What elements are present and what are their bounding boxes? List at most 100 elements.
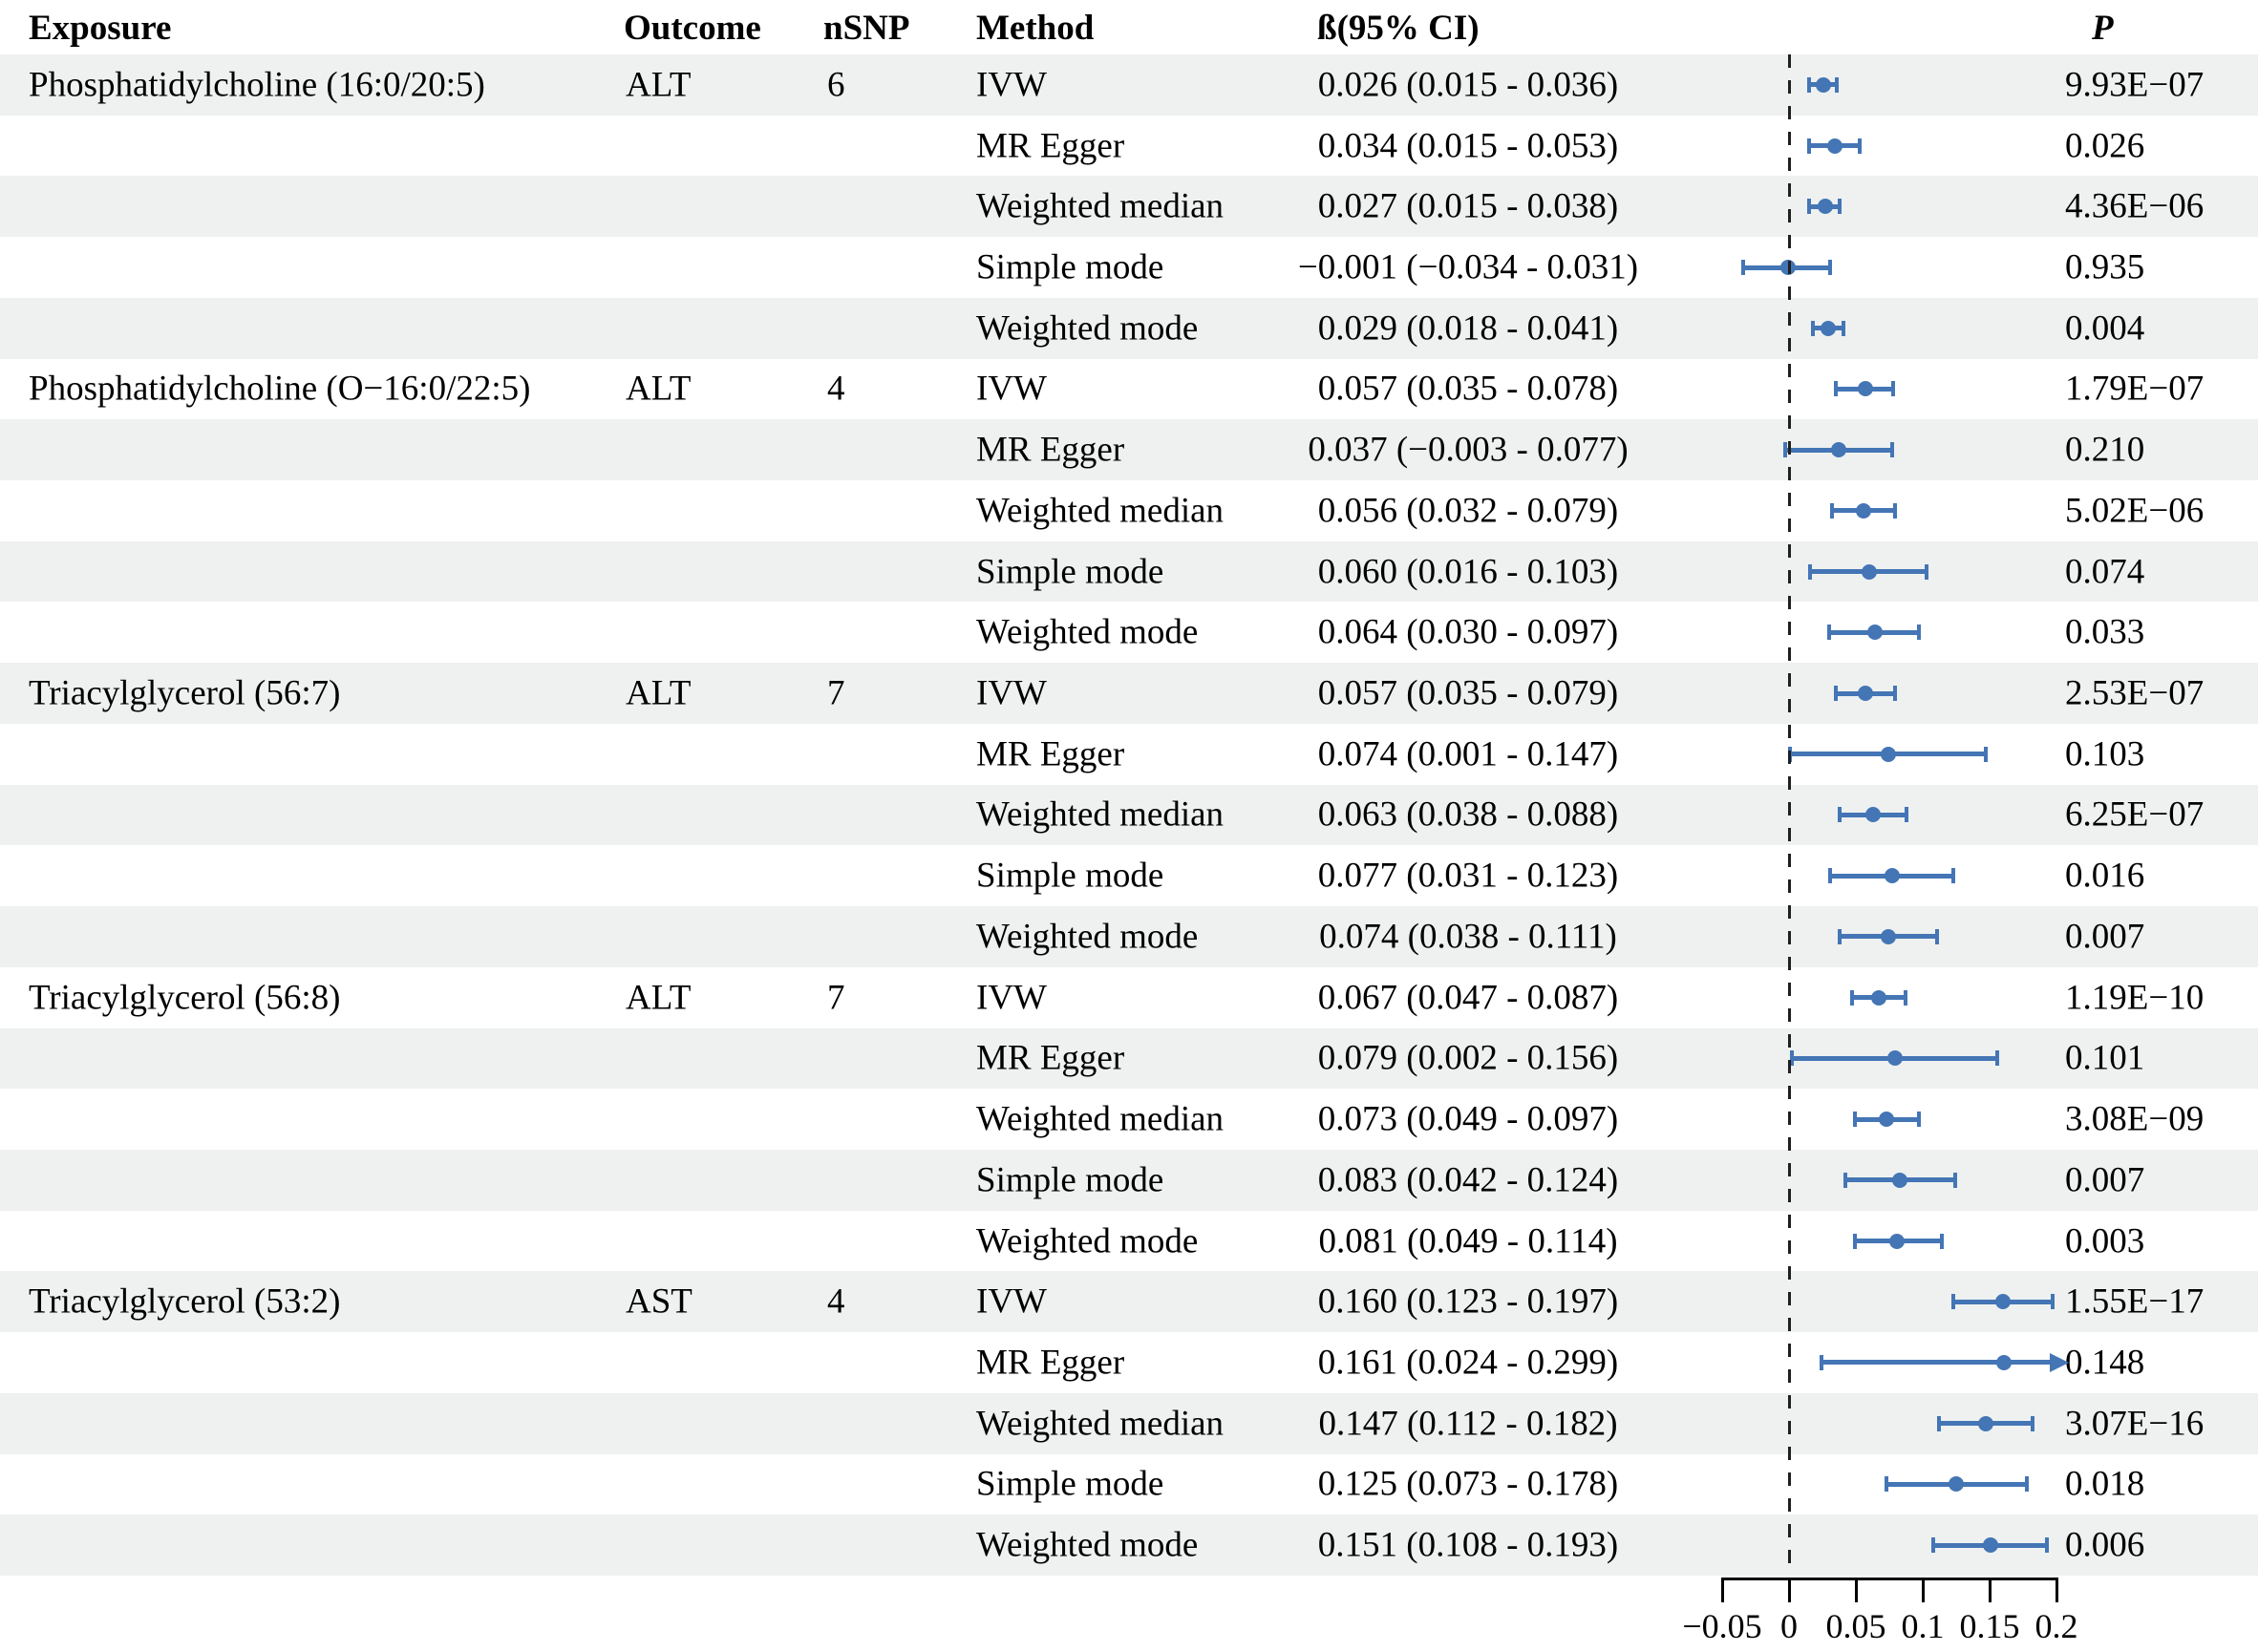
col-header-outcome: Outcome [624, 9, 761, 48]
point-estimate-dot [1879, 1112, 1895, 1128]
col-header-method: Method [976, 9, 1095, 48]
table-row: MR Egger 0.079 (0.002 - 0.156) 0.101 [0, 1027, 2258, 1090]
col-header-beta-ci: ß(95% CI) [1317, 9, 1480, 48]
point-estimate-dot [1977, 1415, 1993, 1431]
method-cell: Weighted median [976, 1099, 1225, 1139]
method-cell: IVW [976, 369, 1047, 409]
point-estimate-dot [1866, 625, 1883, 641]
method-cell: MR Egger [976, 734, 1125, 774]
p-value-cell: 0.148 [2065, 1343, 2145, 1383]
method-cell: IVW [976, 65, 1047, 105]
ci-upper-cap [1892, 686, 1897, 702]
p-value-cell: 3.07E−16 [2065, 1404, 2205, 1444]
p-value-cell: 0.033 [2065, 612, 2145, 652]
x-axis-line [1720, 1578, 2058, 1580]
beta-ci-cell: 0.073 (0.049 - 0.097) [1317, 1099, 1619, 1139]
p-value-cell: 6.25E−07 [2065, 794, 2205, 835]
beta-ci-cell: 0.079 (0.002 - 0.156) [1317, 1038, 1619, 1078]
x-axis-tick-label: 0.1 [1901, 1607, 1945, 1645]
ci-upper-cap [1903, 989, 1907, 1006]
beta-ci-cell: 0.161 (0.024 - 0.299) [1317, 1343, 1619, 1383]
point-estimate-dot [1826, 138, 1843, 154]
nsnp-cell: 6 [827, 65, 845, 105]
ci-lower-cap [1849, 989, 1854, 1006]
method-cell: Simple mode [976, 552, 1164, 592]
method-cell: Weighted median [976, 186, 1225, 226]
p-value-cell: 0.074 [2065, 552, 2145, 592]
p-value-cell: 0.007 [2065, 1160, 2145, 1200]
p-value-cell: 1.55E−17 [2065, 1281, 2205, 1322]
x-axis-tick [2055, 1578, 2058, 1602]
outcome-cell: ALT [626, 369, 692, 409]
ci-upper-cap [1905, 807, 1909, 823]
beta-ci-cell: 0.074 (0.001 - 0.147) [1317, 734, 1619, 774]
x-axis-tick [1988, 1578, 1992, 1602]
ci-upper-cap [2030, 1415, 2034, 1431]
method-cell: Simple mode [976, 1160, 1164, 1200]
point-estimate-dot [1817, 199, 1833, 215]
p-value-cell: 9.93E−07 [2065, 65, 2205, 105]
p-value-cell: 5.02E−06 [2065, 491, 2205, 531]
ci-upper-cap [2050, 1294, 2055, 1310]
p-value-cell: 0.004 [2065, 308, 2145, 349]
ci-upper-cap [1995, 1050, 2000, 1067]
beta-ci-cell: 0.064 (0.030 - 0.097) [1317, 612, 1619, 652]
beta-ci-cell: 0.056 (0.032 - 0.079) [1317, 491, 1619, 531]
method-cell: Weighted mode [976, 917, 1199, 957]
beta-ci-cell: 0.027 (0.015 - 0.038) [1317, 186, 1619, 226]
p-value-cell: 2.53E−07 [2065, 673, 2205, 713]
ci-upper-cap [1952, 1172, 1957, 1188]
point-estimate-dot [1880, 928, 1896, 944]
ci-lower-cap [1951, 1294, 1956, 1310]
ci-lower-cap [1931, 1537, 1936, 1554]
ci-lower-cap [1828, 868, 1833, 884]
point-estimate-dot [1862, 563, 1877, 580]
ci-clipped-arrow-icon [2050, 1352, 2069, 1372]
table-row: Phosphatidylcholine (O−16:0/22:5) ALT 4 IVW… [0, 359, 2258, 420]
exposure-cell: Phosphatidylcholine (O−16:0/22:5) [29, 369, 531, 409]
x-axis-tick-label: 0 [1780, 1607, 1798, 1645]
p-value-cell: 0.103 [2065, 734, 2145, 774]
p-value-cell: 0.101 [2065, 1038, 2145, 1078]
ci-lower-cap [1834, 381, 1838, 397]
exposure-cell: Triacylglycerol (56:8) [29, 978, 341, 1018]
outcome-cell: ALT [626, 673, 692, 713]
ci-lower-cap [1807, 138, 1811, 154]
p-value-cell: 4.36E−06 [2065, 186, 2205, 226]
ci-lower-cap [1827, 625, 1831, 641]
ci-upper-cap [1891, 381, 1896, 397]
x-axis-tick [1720, 1578, 1724, 1602]
point-estimate-dot [1830, 442, 1846, 458]
p-value-cell: 0.026 [2065, 126, 2145, 166]
method-cell: MR Egger [976, 430, 1125, 470]
method-cell: Weighted mode [976, 1525, 1199, 1565]
beta-ci-cell: 0.063 (0.038 - 0.088) [1317, 794, 1619, 835]
ci-upper-cap [1916, 625, 1921, 641]
ci-lower-cap [1852, 1112, 1857, 1128]
ci-lower-cap [1807, 76, 1811, 93]
ci-upper-cap [1842, 320, 1846, 336]
method-cell: Weighted mode [976, 612, 1199, 652]
table-row: Weighted mode 0.081 (0.049 - 0.114) 0.003 [0, 1211, 2258, 1272]
point-estimate-dot [1857, 686, 1873, 702]
table-row: Weighted mode 0.074 (0.038 - 0.111) 0.007 [0, 906, 2258, 967]
table-row: Simple mode 0.060 (0.016 - 0.103) 0.074 [0, 540, 2258, 603]
table-row: Weighted median 0.073 (0.049 - 0.097) 3.08… [0, 1089, 2258, 1150]
ci-upper-cap [2045, 1537, 2050, 1554]
col-header-p-value: P [2092, 9, 2114, 48]
point-estimate-dot [1995, 1294, 2011, 1310]
outcome-cell: ALT [626, 65, 692, 105]
point-estimate-dot [1856, 502, 1872, 519]
ci-lower-cap [1852, 1233, 1857, 1249]
x-axis-tick [1854, 1578, 1858, 1602]
beta-ci-cell: 0.057 (0.035 - 0.078) [1317, 369, 1619, 409]
ci-lower-cap [1782, 442, 1787, 458]
ci-lower-cap [1936, 1415, 1941, 1431]
point-estimate-dot [1884, 868, 1900, 884]
table-row: Triacylglycerol (53:2) AST 4 IVW 0.160 (0.12… [0, 1271, 2258, 1333]
method-cell: Weighted median [976, 1404, 1225, 1444]
table-row: Triacylglycerol (56:8) ALT 7 IVW 0.067 (0.04… [0, 967, 2258, 1028]
exposure-cell: Phosphatidylcholine (16:0/20:5) [29, 65, 485, 105]
ci-lower-cap [1789, 1050, 1794, 1067]
ci-upper-cap [1838, 199, 1843, 215]
